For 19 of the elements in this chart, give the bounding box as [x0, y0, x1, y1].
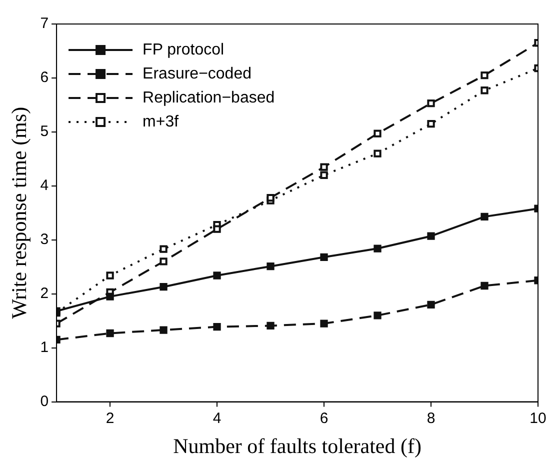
y-tick-label: 6: [40, 69, 49, 86]
x-axis-title: Number of faults tolerated (f): [173, 434, 422, 458]
x-tick-label: 4: [212, 410, 222, 427]
legend-label: Replication−based: [142, 89, 275, 106]
y-tick-label: 2: [40, 285, 49, 302]
y-tick-label: 7: [40, 15, 49, 32]
y-axis-title: Write response time (ms): [7, 106, 32, 319]
legend-label: m+3f: [142, 113, 180, 130]
x-tick-label: 2: [106, 410, 114, 427]
y-tick-label: 4: [40, 177, 49, 194]
x-tick-label: 8: [426, 410, 436, 427]
legend-label: FP protocol: [142, 41, 224, 58]
legend-label: Erasure−coded: [142, 65, 252, 82]
y-tick-label: 3: [40, 231, 49, 248]
y-tick-label: 0: [40, 392, 49, 410]
y-tick-label: 1: [40, 338, 49, 356]
x-tick-label: 10: [530, 410, 546, 427]
x-tick-label: 6: [320, 410, 328, 427]
y-tick-label: 5: [40, 123, 49, 140]
